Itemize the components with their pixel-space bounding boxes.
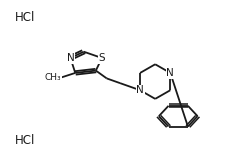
Text: CH₃: CH₃ — [45, 73, 61, 82]
Text: HCl: HCl — [15, 11, 35, 24]
Text: S: S — [98, 53, 105, 63]
Text: N: N — [166, 68, 174, 78]
Text: N: N — [67, 53, 74, 63]
Text: N: N — [136, 85, 144, 95]
Text: HCl: HCl — [15, 134, 35, 147]
